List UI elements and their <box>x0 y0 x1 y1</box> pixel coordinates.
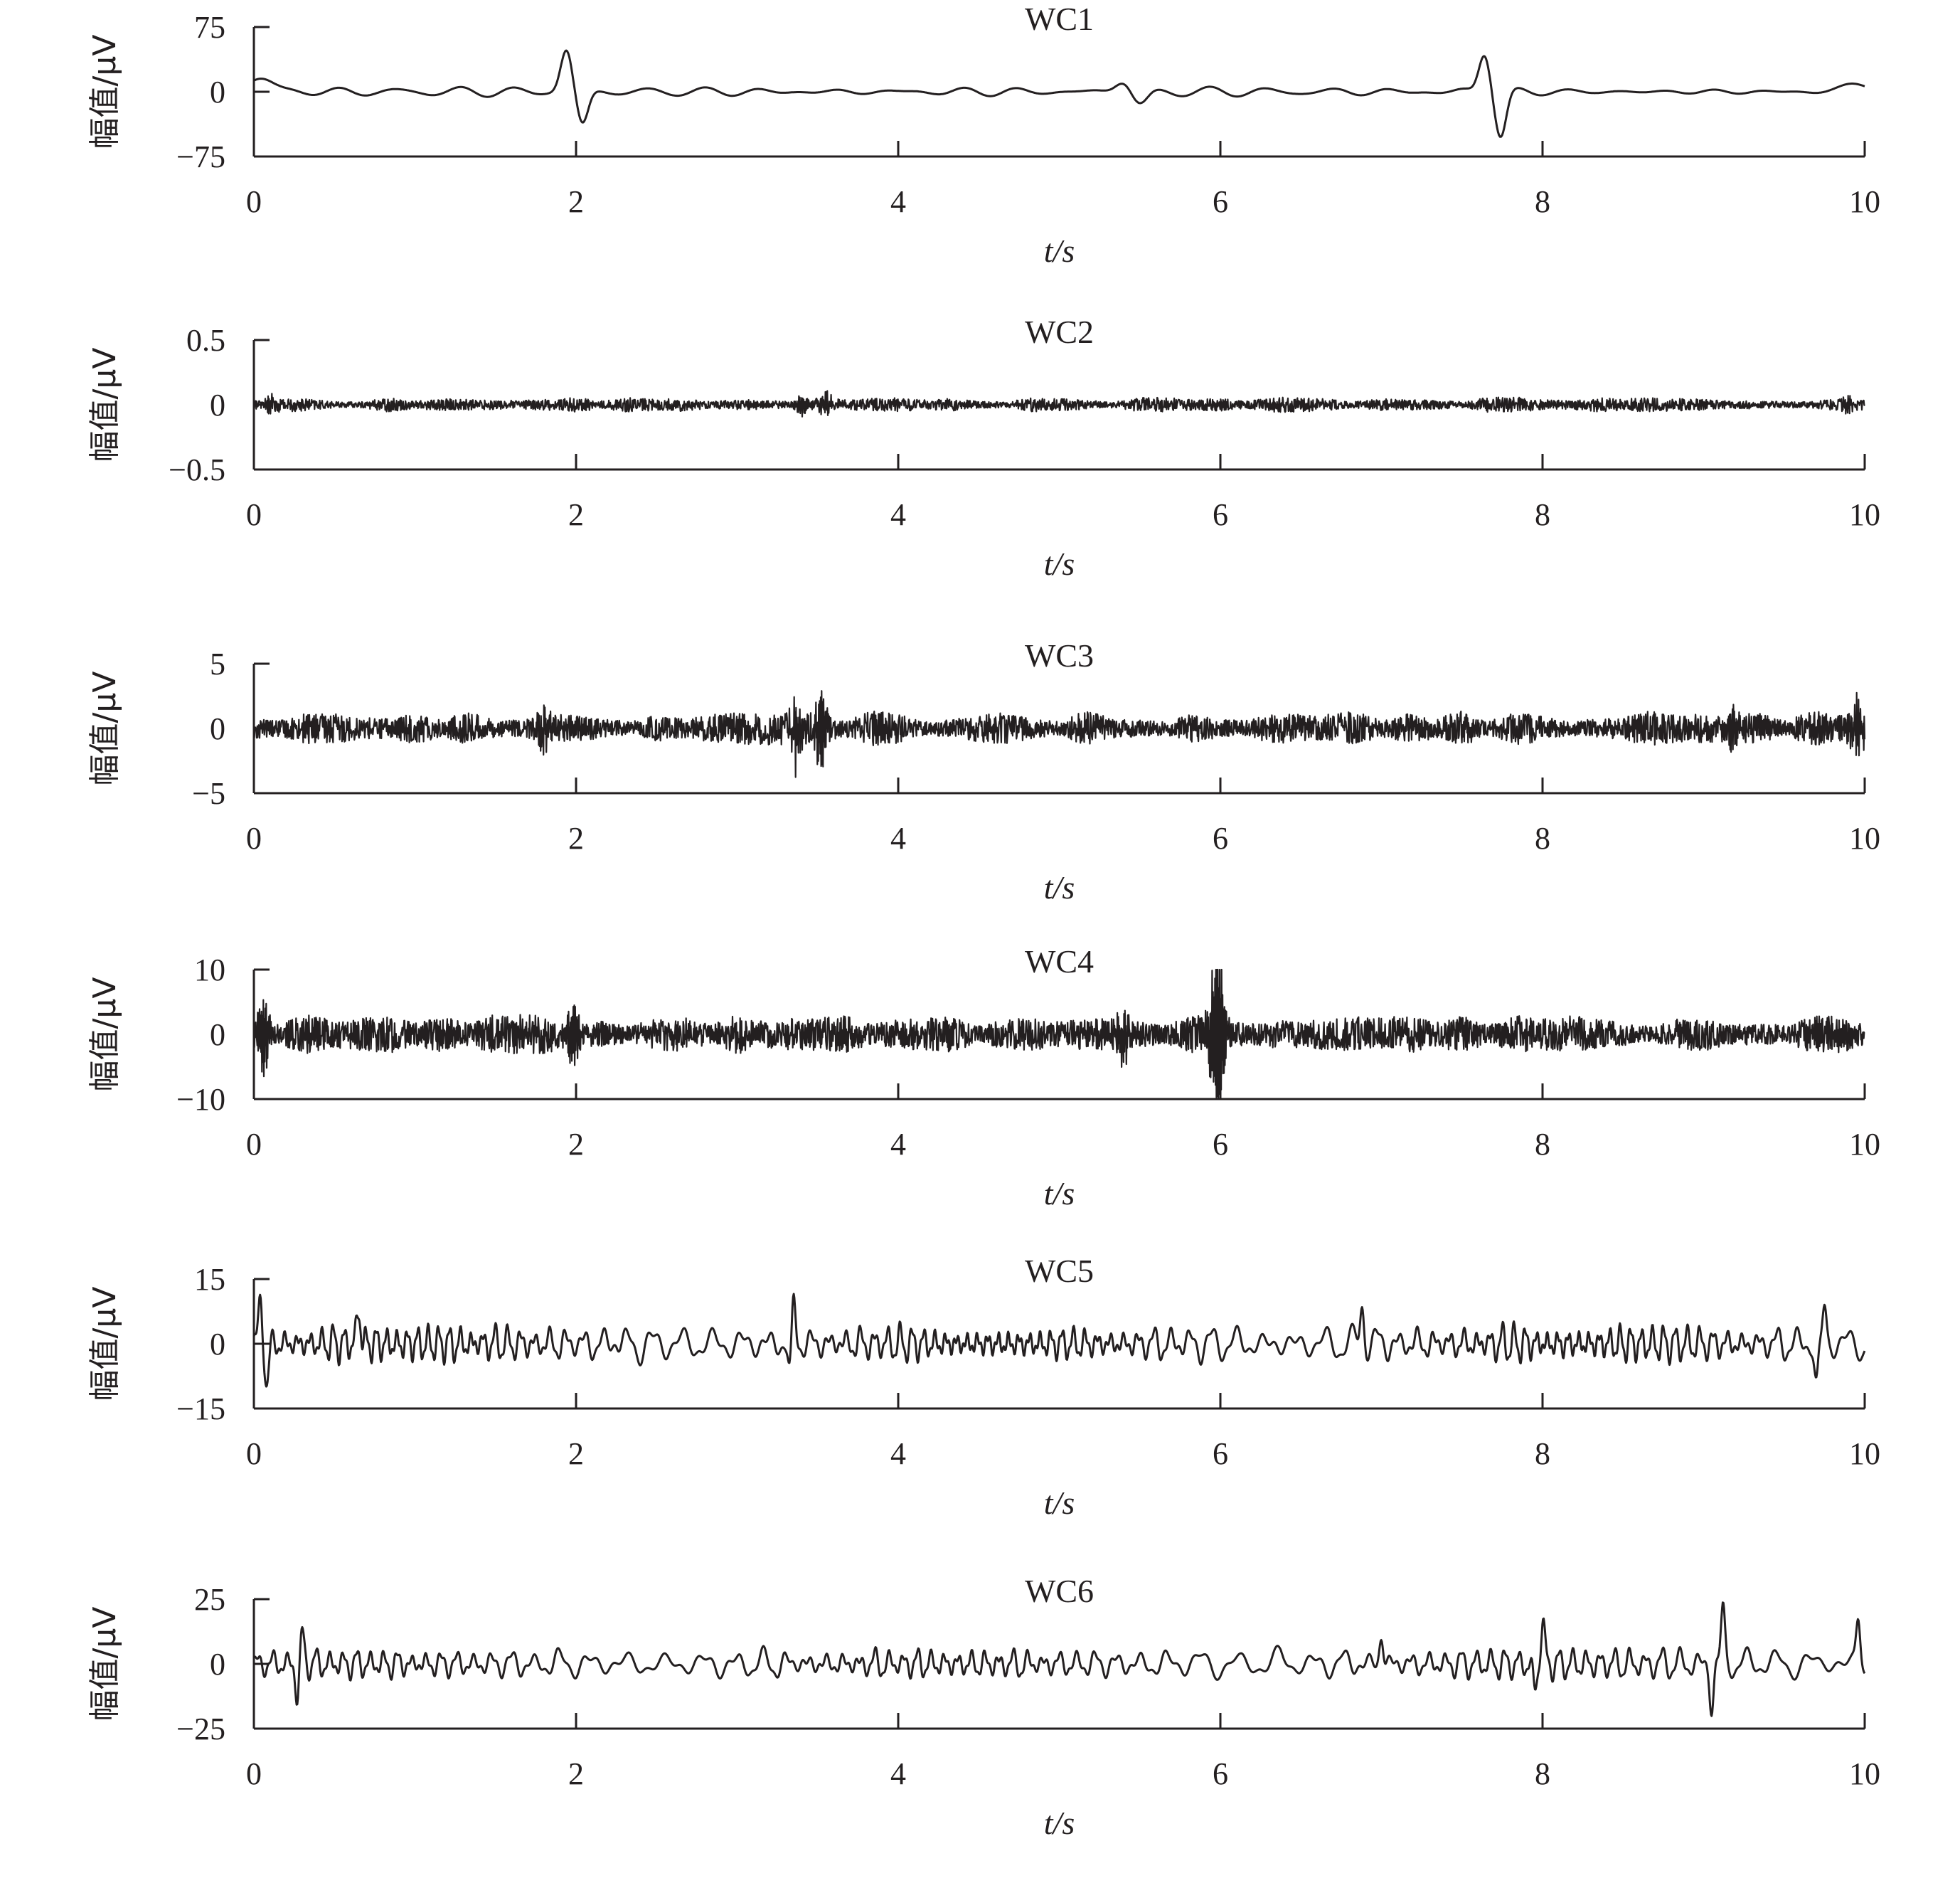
panel-wc2: 0.5 0 −0.5 0 2 4 6 8 10 WC2 t/s 幅值/μV <box>0 313 1960 619</box>
x-tick-label: 8 <box>1535 1436 1550 1471</box>
signal-line-wc3 <box>252 690 1866 778</box>
y-axis-label: 幅值/μV <box>87 1607 123 1721</box>
x-axis-label: t/s <box>1044 233 1075 269</box>
y-tick-label: −5 <box>192 776 225 811</box>
x-tick-label: 4 <box>890 1436 906 1471</box>
x-tick-label: 0 <box>246 497 262 532</box>
signal-line-wc4 <box>252 968 1865 1100</box>
y-tick-label: −0.5 <box>169 452 225 487</box>
x-tick-label: 10 <box>1849 821 1880 856</box>
y-tick-label: 0 <box>210 1647 225 1682</box>
x-tick-label: 10 <box>1849 1756 1880 1791</box>
signal-line-wc5 <box>252 1293 1866 1388</box>
y-tick-label: 15 <box>194 1262 225 1297</box>
x-axis-label: t/s <box>1044 1805 1075 1841</box>
y-tick-label: 0 <box>210 1327 225 1362</box>
x-tick-label: 2 <box>568 821 584 856</box>
x-tick-label: 2 <box>568 1436 584 1471</box>
y-tick-label: 5 <box>210 647 225 681</box>
x-tick-label: 4 <box>890 497 906 532</box>
panel-wc5: 15 0 −15 0 2 4 6 8 10 WC5 t/s 幅值/μV <box>0 1252 1960 1558</box>
x-tick-label: 0 <box>246 1756 262 1791</box>
panel-title: WC3 <box>1025 637 1094 674</box>
x-axis-label: t/s <box>1044 1175 1075 1211</box>
signal-line-wc6 <box>252 1601 1866 1717</box>
x-tick-label: 0 <box>246 1436 262 1471</box>
x-tick-label: 10 <box>1849 1127 1880 1162</box>
y-tick-label: 0 <box>210 75 225 110</box>
x-tick-label: 0 <box>246 821 262 856</box>
chart-svg-2: 0.5 0 −0.5 0 2 4 6 8 10 WC2 t/s 幅值/μV <box>87 314 1880 582</box>
x-tick-label: 10 <box>1849 497 1880 532</box>
x-tick-label: 6 <box>1213 821 1228 856</box>
panel-title: WC2 <box>1025 314 1094 350</box>
chart-svg-6: 25 0 −25 0 2 4 6 8 10 WC6 t/s 幅值/μV <box>87 1573 1880 1841</box>
x-tick-label: 0 <box>246 1127 262 1162</box>
y-axis-label: 幅值/μV <box>87 35 123 149</box>
x-tick-label: 6 <box>1213 1127 1228 1162</box>
y-tick-label: −15 <box>176 1391 225 1426</box>
x-tick-label: 4 <box>890 184 906 219</box>
y-tick-label: −10 <box>176 1082 225 1117</box>
x-axis-label: t/s <box>1044 1485 1075 1521</box>
x-tick-label: 4 <box>890 821 906 856</box>
panel-wc4: 10 0 −10 0 2 4 6 8 10 WC4 t/s 幅值/μV <box>0 943 1960 1248</box>
x-tick-label: 6 <box>1213 184 1228 219</box>
x-tick-label: 2 <box>568 497 584 532</box>
signal-line-wc1 <box>253 49 1865 138</box>
y-tick-label: 25 <box>194 1582 225 1617</box>
x-tick-label: 4 <box>890 1127 906 1162</box>
x-tick-label: 8 <box>1535 1756 1550 1791</box>
panel-title: WC1 <box>1025 1 1094 37</box>
x-axis-label: t/s <box>1044 869 1075 906</box>
panel-wc6: 25 0 −25 0 2 4 6 8 10 WC6 t/s 幅值/μV <box>0 1572 1960 1878</box>
y-tick-label: 10 <box>194 953 225 987</box>
x-tick-label: 2 <box>568 184 584 219</box>
x-tick-label: 10 <box>1849 184 1880 219</box>
signal-line-wc2 <box>252 390 1865 418</box>
chart-svg-5: 15 0 −15 0 2 4 6 8 10 WC5 t/s 幅值/μV <box>87 1253 1880 1521</box>
x-tick-label: 8 <box>1535 821 1550 856</box>
panel-title: WC5 <box>1025 1253 1094 1289</box>
chart-svg-4: 10 0 −10 0 2 4 6 8 10 WC4 t/s 幅值/μV <box>87 943 1880 1211</box>
x-tick-label: 0 <box>246 184 262 219</box>
x-tick-label: 8 <box>1535 1127 1550 1162</box>
y-tick-label: −25 <box>176 1712 225 1746</box>
y-axis-label: 幅值/μV <box>87 977 123 1092</box>
x-tick-label: 10 <box>1849 1436 1880 1471</box>
panel-wc3: 5 0 −5 0 2 4 6 8 10 WC3 t/s 幅值/μV <box>0 637 1960 943</box>
x-tick-label: 2 <box>568 1127 584 1162</box>
panel-title: WC4 <box>1025 943 1094 980</box>
y-tick-label: 0.5 <box>186 323 225 358</box>
panel-title: WC6 <box>1025 1573 1094 1609</box>
panel-wc1: 75 0 −75 0 2 4 6 8 10 WC1 t/s 幅值/μV <box>0 0 1960 306</box>
x-tick-label: 4 <box>890 1756 906 1791</box>
y-tick-label: 0 <box>210 388 225 423</box>
x-tick-label: 6 <box>1213 1436 1228 1471</box>
x-tick-label: 6 <box>1213 497 1228 532</box>
x-tick-label: 8 <box>1535 184 1550 219</box>
y-axis-label: 幅值/μV <box>87 348 123 462</box>
x-axis-label: t/s <box>1044 546 1075 582</box>
chart-svg-1: 75 0 −75 0 2 4 6 8 10 WC1 t/s 幅值/μV <box>87 1 1880 269</box>
y-axis-label: 幅值/μV <box>87 672 123 786</box>
x-tick-label: 2 <box>568 1756 584 1791</box>
chart-svg-3: 5 0 −5 0 2 4 6 8 10 WC3 t/s 幅值/μV <box>87 637 1880 906</box>
x-tick-label: 6 <box>1213 1756 1228 1791</box>
y-tick-label: −75 <box>176 139 225 174</box>
y-axis-label: 幅值/μV <box>87 1287 123 1401</box>
x-tick-label: 8 <box>1535 497 1550 532</box>
y-tick-label: 0 <box>210 711 225 746</box>
y-tick-label: 75 <box>194 10 225 45</box>
y-tick-label: 0 <box>210 1017 225 1052</box>
